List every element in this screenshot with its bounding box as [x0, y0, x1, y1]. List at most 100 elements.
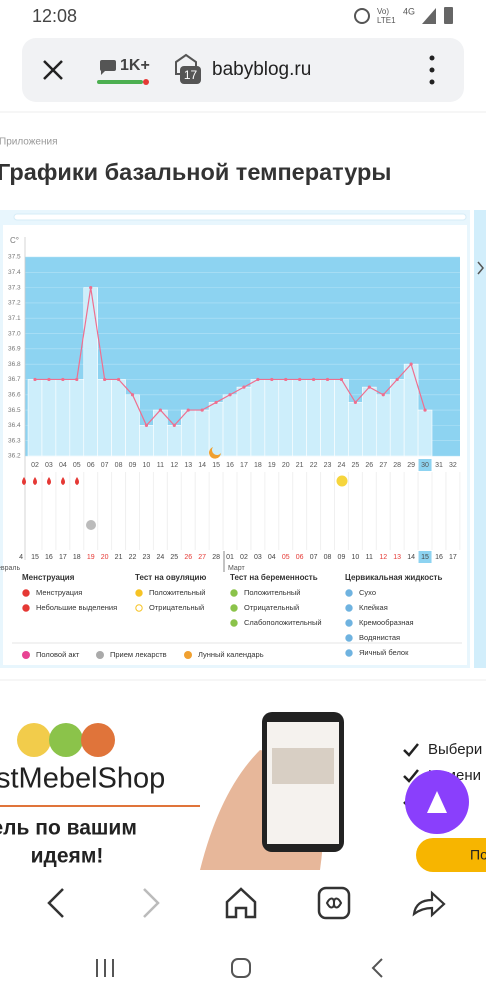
bar — [389, 379, 405, 457]
x-tick-label: 12 — [170, 462, 178, 469]
breadcrumb[interactable]: Приложения — [0, 137, 58, 148]
point — [353, 400, 357, 405]
y-axis-title: C° — [10, 236, 19, 245]
signal-icon — [422, 8, 436, 24]
lte: LTE1 — [377, 16, 396, 25]
comments-count[interactable]: 1K+ — [120, 57, 150, 74]
legend-label: Небольшие выделения — [36, 603, 117, 612]
bar — [83, 287, 98, 457]
legend-label: Отрицательный — [149, 603, 204, 612]
x-tick-label: 17 — [240, 462, 248, 469]
x-tick-label: 07 — [101, 462, 109, 469]
y-tick-label: 37.1 — [8, 315, 21, 322]
tabs-box[interactable] — [180, 66, 201, 84]
y-tick-label: 36.7 — [8, 376, 21, 383]
month-label: евраль — [0, 565, 20, 572]
legend-title: Тест на овуляцию — [135, 573, 206, 582]
point — [47, 377, 51, 382]
forward-button[interactable] — [143, 888, 160, 918]
url[interactable]: babyblog.ru — [212, 59, 311, 80]
date-label: 11 — [366, 554, 373, 561]
date-label: 03 — [254, 554, 262, 561]
share-button[interactable] — [412, 890, 446, 918]
point — [270, 377, 274, 382]
ad-button[interactable] — [416, 838, 486, 872]
point — [228, 393, 232, 397]
x-tick-label: 31 — [435, 462, 443, 469]
x-tick-label: 04 — [59, 462, 67, 469]
point — [395, 377, 399, 382]
ad-slogan[interactable]: ебель по вашим — [0, 817, 137, 840]
back-button[interactable] — [47, 888, 64, 918]
point — [130, 393, 135, 397]
date-label: 10 — [351, 554, 359, 561]
x-tick-label: 27 — [379, 462, 387, 469]
x-tick-label: 09 — [129, 462, 137, 469]
bar — [334, 379, 349, 457]
date-label: 26 — [184, 554, 192, 561]
point — [423, 408, 427, 412]
bar — [194, 409, 210, 457]
x-tick-label: 10 — [143, 462, 151, 469]
date-label: 28 — [212, 554, 220, 561]
point — [172, 423, 176, 427]
legend-icon — [345, 589, 353, 597]
legend-icon — [135, 604, 143, 612]
x-tick-label: 23 — [324, 462, 332, 469]
y-tick-label: 37.4 — [8, 269, 21, 276]
recent-apps[interactable] — [96, 959, 114, 977]
legend-label: Половой акт — [36, 650, 80, 659]
logo-circle — [17, 723, 51, 757]
ad-slogan[interactable]: идеям! — [31, 845, 104, 868]
x-tick-label: 03 — [45, 462, 53, 469]
bar — [41, 379, 57, 457]
legend-label: Положительный — [244, 588, 300, 597]
home-button[interactable] — [225, 887, 257, 919]
date-label: 02 — [240, 554, 248, 561]
point — [325, 377, 330, 382]
y-tick-label: 36.4 — [8, 422, 21, 429]
date-label: 05 — [282, 554, 290, 561]
comments-dot — [143, 79, 149, 85]
x-tick-label: 24 — [338, 462, 346, 469]
tabs-button[interactable] — [317, 886, 351, 920]
system-home[interactable] — [231, 958, 251, 978]
menstruation-icons — [22, 477, 79, 485]
clock: 12:08 — [32, 6, 77, 26]
scrollbar[interactable] — [13, 213, 467, 221]
legend-label: Слабоположительный — [244, 618, 322, 627]
x-tick-label: 15 — [212, 462, 220, 469]
check-icon — [403, 743, 419, 757]
menu-button[interactable] — [429, 55, 435, 85]
point — [186, 408, 190, 412]
date-label: 19 — [87, 554, 95, 561]
legend-label: Кремообразная — [359, 618, 414, 627]
date-label: 08 — [324, 554, 332, 561]
date-label: 12 — [379, 554, 387, 561]
bar — [125, 394, 140, 457]
ad-bullet[interactable]: Выбери — [428, 741, 482, 758]
month-label: Март — [228, 565, 246, 572]
date-label: 4 — [19, 554, 23, 561]
y-tick-label: 37.0 — [8, 330, 21, 337]
x-tick-label: 29 — [407, 462, 415, 469]
bar — [180, 409, 196, 457]
system-back[interactable] — [371, 958, 383, 978]
ad-button-label[interactable]: По — [470, 847, 486, 863]
ad-brand[interactable]: stMebelShop — [0, 763, 165, 795]
y-tick-label: 37.5 — [8, 254, 21, 261]
legend-icon — [345, 634, 353, 642]
tabs-count[interactable]: 17 — [184, 68, 198, 82]
legend-icon — [230, 604, 238, 612]
y-tick-label: 36.5 — [8, 407, 21, 414]
bar — [278, 379, 294, 457]
comments-bar — [97, 80, 143, 84]
legend-icon — [230, 619, 238, 627]
bar — [348, 402, 363, 457]
comments-icon[interactable] — [99, 60, 116, 75]
legend-label: Клейкая — [359, 603, 388, 612]
scroll-right[interactable] — [477, 261, 484, 275]
point — [256, 377, 260, 382]
close-button[interactable] — [43, 60, 63, 80]
